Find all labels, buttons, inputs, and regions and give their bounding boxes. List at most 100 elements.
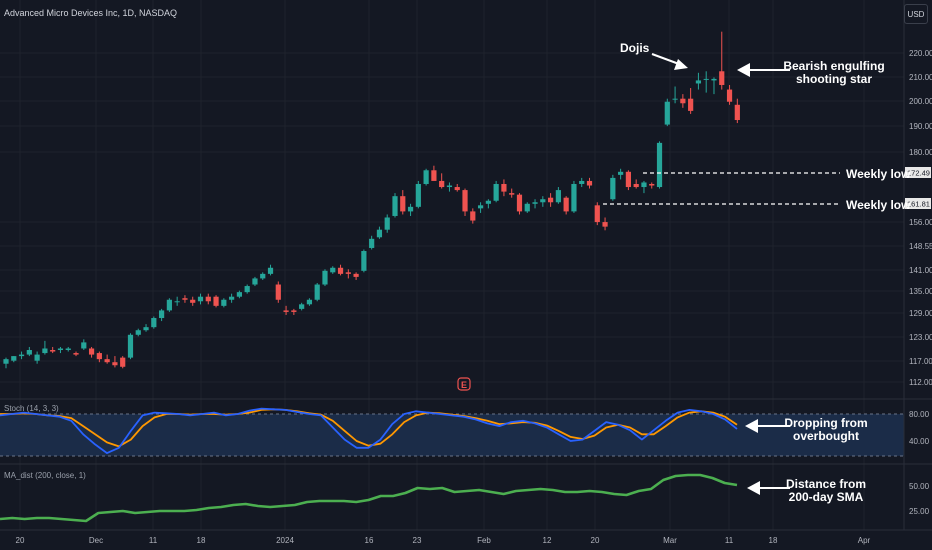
arrow-ma — [747, 481, 790, 495]
candle-body — [244, 286, 250, 293]
stoch-scale[interactable]: 80.00 40.00 — [909, 410, 930, 446]
stoch-label: Stoch (14, 3, 3) — [4, 404, 59, 413]
candle-body — [719, 71, 725, 85]
candle-body — [493, 183, 499, 201]
price-scale[interactable]: 220.00 210.00 200.00 190.00 180.00 156.0… — [909, 49, 932, 387]
arrow-bearish — [737, 63, 790, 77]
candle — [641, 180, 647, 194]
time-tick: Apr — [858, 536, 871, 545]
candle-body — [509, 193, 515, 195]
candle — [602, 217, 608, 231]
candle — [734, 98, 740, 124]
candle-body — [579, 180, 585, 184]
candle-body — [649, 183, 655, 186]
candle — [369, 235, 375, 250]
time-tick: Feb — [477, 536, 491, 545]
candle — [81, 339, 87, 351]
candle — [190, 296, 196, 306]
candle — [454, 183, 460, 192]
candle-body — [734, 104, 740, 121]
candle — [594, 202, 600, 226]
candle — [610, 174, 616, 201]
price-tick: 200.00 — [909, 97, 932, 106]
candle — [485, 199, 491, 209]
candle-body — [602, 222, 608, 227]
symbol-title: Advanced Micro Devices Inc, 1D, NASDAQ — [4, 8, 177, 18]
candle — [229, 293, 235, 303]
candle — [423, 168, 429, 186]
candle-body — [306, 299, 313, 305]
candle-body — [229, 296, 235, 300]
candle-body — [563, 197, 569, 212]
annotation-stoch-line1: Dropping from — [784, 416, 867, 430]
time-tick: 18 — [769, 536, 778, 545]
candle — [11, 356, 17, 363]
candle-body — [18, 354, 25, 357]
candle — [151, 316, 157, 329]
candle — [493, 180, 499, 203]
candle — [680, 94, 686, 108]
annotation-ma-line2: 200-day SMA — [789, 490, 864, 504]
candle — [400, 190, 406, 215]
candle-body — [594, 205, 600, 223]
candle — [299, 302, 305, 311]
candle — [548, 193, 554, 207]
candle-body — [112, 362, 118, 366]
stoch-tick: 80.00 — [909, 410, 930, 419]
candle — [719, 31, 725, 90]
candle-body — [190, 299, 196, 303]
candle — [306, 298, 313, 306]
candle-body — [322, 270, 328, 285]
candle — [283, 305, 289, 315]
candle — [213, 295, 219, 308]
candle-body — [81, 342, 87, 349]
candle — [656, 141, 663, 189]
candle — [672, 86, 678, 104]
candle-body — [151, 318, 157, 328]
price-tick: 135.00 — [909, 287, 932, 296]
candle-body — [345, 272, 351, 274]
stoch-k-line — [0, 407, 738, 455]
candle-body — [664, 101, 670, 125]
candle — [571, 180, 577, 213]
candle-body — [446, 185, 453, 188]
candle-body — [73, 353, 79, 355]
ma-tick: 50.00 — [909, 482, 930, 491]
candle — [42, 340, 48, 355]
stoch-d-line — [0, 408, 738, 448]
candle — [540, 196, 546, 207]
candle — [649, 182, 655, 189]
time-axis[interactable]: 20 Dec 11 18 2024 16 23 Feb 12 20 Mar 11… — [16, 536, 871, 545]
candle-body — [415, 183, 421, 207]
ma-scale[interactable]: 50.00 25.00 — [909, 482, 930, 516]
currency-button[interactable]: USD — [904, 4, 928, 24]
candle — [664, 98, 670, 127]
candle — [625, 170, 631, 191]
candle-body — [96, 353, 102, 360]
candle — [501, 179, 507, 197]
candle — [688, 88, 694, 114]
candle — [703, 71, 709, 93]
candle — [120, 356, 126, 369]
candle — [431, 165, 437, 181]
candle-body — [283, 310, 289, 312]
candle — [618, 168, 624, 180]
candle-body — [57, 348, 64, 351]
candle-body — [260, 273, 266, 279]
candle — [267, 264, 274, 276]
earnings-marker[interactable]: E — [457, 377, 471, 391]
arrow-stoch — [745, 419, 790, 433]
candle-body — [369, 238, 375, 248]
candle-body — [680, 98, 686, 104]
candle-body — [26, 350, 32, 355]
candle — [314, 282, 320, 302]
candle — [563, 196, 569, 215]
price-highlight-b: 161.81 — [905, 198, 931, 209]
candle — [143, 324, 149, 332]
candle — [57, 346, 64, 354]
candle-body — [267, 267, 274, 274]
price-highlight-a: 172.49 — [905, 167, 931, 178]
candle — [695, 72, 702, 90]
candle-body — [384, 217, 390, 230]
